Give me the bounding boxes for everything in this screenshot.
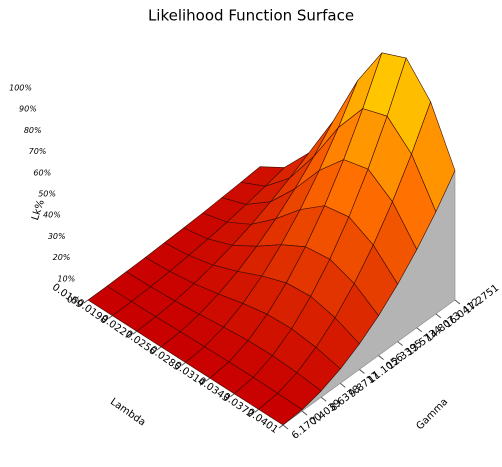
z-tick-label: 30% — [48, 232, 66, 241]
x-tick — [278, 424, 284, 429]
z-tick-label: 50% — [38, 190, 56, 199]
y-tick — [416, 327, 423, 333]
z-tick-label: 10% — [57, 274, 75, 283]
x-tick — [132, 330, 138, 335]
y-tick — [454, 299, 461, 305]
x-tick — [254, 408, 259, 413]
z-tick-label: 70% — [29, 147, 47, 156]
y-tick — [301, 410, 308, 416]
x-tick — [205, 377, 211, 382]
x-axis-label: Lambda — [108, 396, 147, 428]
y-tick — [359, 369, 365, 374]
y-tick — [320, 396, 327, 402]
z-tick-label: 100% — [9, 84, 32, 93]
z-tick-label: 40% — [43, 211, 61, 220]
y-tick — [340, 382, 346, 388]
z-tick-label: 80% — [24, 126, 42, 135]
chart-title: Likelihood Function Surface — [148, 7, 354, 25]
z-tick-label: 0% — [67, 296, 80, 305]
x-tick — [108, 315, 113, 320]
y-tick — [282, 424, 289, 430]
z-tick-label: 20% — [53, 253, 71, 262]
x-tick — [181, 362, 186, 366]
surface-cell — [258, 393, 303, 426]
z-tick-label: 90% — [19, 105, 37, 114]
y-axis-label: Gamma — [414, 396, 450, 432]
z-tick-label: 60% — [33, 168, 51, 177]
y-tick — [378, 355, 384, 360]
y-tick — [397, 341, 403, 347]
x-tick — [156, 346, 162, 351]
y-tick-label: 17.2751 — [462, 283, 501, 317]
x-tick — [83, 299, 89, 304]
x-tick — [229, 393, 235, 398]
y-tick — [435, 313, 442, 319]
